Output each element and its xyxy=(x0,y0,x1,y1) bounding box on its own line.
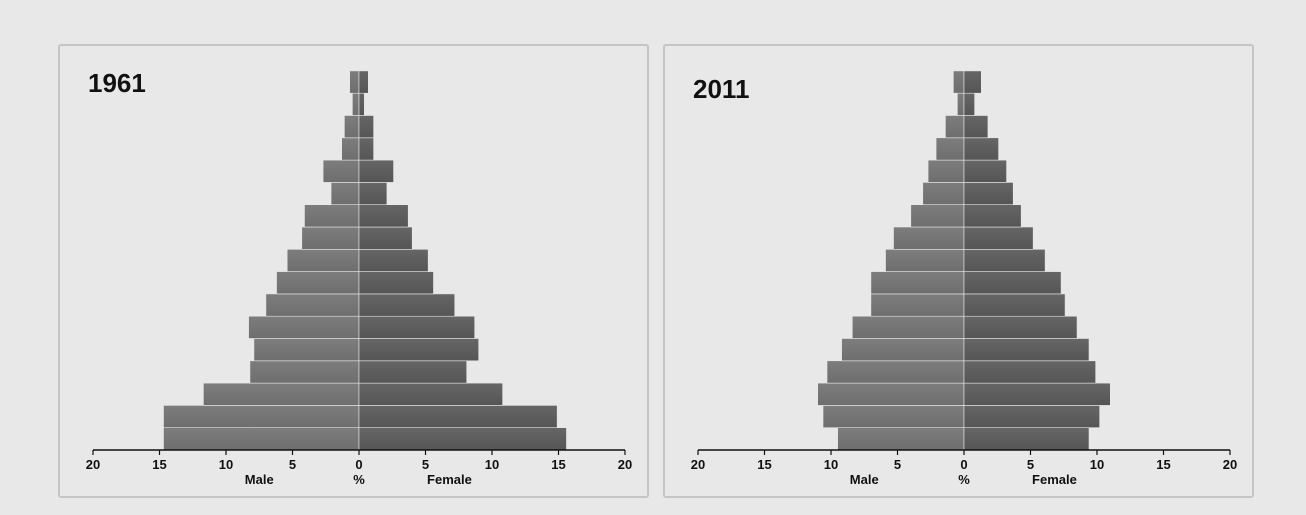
bar-male-age-group-11 xyxy=(922,182,965,205)
x-tick-label: 20 xyxy=(618,457,632,472)
bar-male-age-group-13 xyxy=(341,137,360,161)
bar-female-age-group-4 xyxy=(963,338,1090,362)
bar-male-age-group-0 xyxy=(837,427,965,451)
bar-male-age-group-6 xyxy=(265,293,360,317)
bar-female-age-group-16 xyxy=(358,70,369,94)
bar-female-age-group-10 xyxy=(963,204,1022,228)
bar-female-age-group-12 xyxy=(358,159,394,183)
x-axis-label-male: Male xyxy=(245,472,274,487)
pyramid-panel-2011: 20 15 10 5 0 5 10 15 20 Male% Female 2011 xyxy=(663,44,1254,498)
bar-female-age-group-0 xyxy=(358,427,567,451)
bar-male-age-group-14 xyxy=(945,115,965,139)
bar-female-age-group-7 xyxy=(963,271,1062,295)
bar-male-age-group-4 xyxy=(841,338,965,362)
bar-male-age-group-3 xyxy=(249,360,360,384)
bar-male-age-group-0 xyxy=(163,427,360,451)
bar-male-age-group-11 xyxy=(330,182,360,205)
x-tick-label: 20 xyxy=(1223,457,1237,472)
x-tick-label: 10 xyxy=(1090,457,1104,472)
bar-female-age-group-5 xyxy=(963,315,1078,339)
bar-female-age-group-12 xyxy=(963,159,1007,183)
x-tick-label: 15 xyxy=(1156,457,1170,472)
bar-female-age-group-15 xyxy=(358,92,365,116)
bar-male-age-group-12 xyxy=(322,159,360,183)
bar-female-age-group-14 xyxy=(963,115,989,139)
x-axis-label-female: Female xyxy=(427,472,472,487)
x-tick-label: 10 xyxy=(219,457,233,472)
x-axis-label-unit: % xyxy=(958,472,970,487)
x-tick-label: 20 xyxy=(691,457,705,472)
x-tick-label: 5 xyxy=(1027,457,1034,472)
bar-female-age-group-1 xyxy=(963,405,1100,428)
bar-male-age-group-8 xyxy=(286,249,360,272)
bar-female-age-group-11 xyxy=(358,182,388,205)
bar-male-age-group-9 xyxy=(301,226,360,250)
bar-male-age-group-7 xyxy=(870,271,965,295)
x-axis-label-unit: % xyxy=(353,472,365,487)
bar-male-age-group-6 xyxy=(870,293,965,317)
bar-male-age-group-13 xyxy=(935,137,965,161)
x-tick-label: 0 xyxy=(355,457,362,472)
bar-male-age-group-1 xyxy=(822,405,965,428)
bar-male-age-group-1 xyxy=(163,405,360,428)
bar-male-age-group-15 xyxy=(352,92,360,116)
chart-title: 1961 xyxy=(88,68,146,98)
bar-male-age-group-12 xyxy=(927,159,965,183)
bar-male-age-group-9 xyxy=(893,226,965,250)
bar-female-age-group-0 xyxy=(963,427,1090,451)
x-tick-label: 15 xyxy=(152,457,166,472)
bar-male-age-group-4 xyxy=(253,338,360,362)
bar-female-age-group-4 xyxy=(358,338,479,362)
bar-female-age-group-3 xyxy=(963,360,1096,384)
bar-male-age-group-2 xyxy=(817,382,965,406)
bar-male-age-group-3 xyxy=(826,360,965,384)
bar-female-age-group-8 xyxy=(963,249,1046,272)
bar-female-age-group-3 xyxy=(358,360,468,384)
bar-female-age-group-7 xyxy=(358,271,434,295)
bar-male-age-group-10 xyxy=(304,204,360,228)
bar-female-age-group-2 xyxy=(358,382,503,406)
x-tick-label: 15 xyxy=(551,457,565,472)
bar-male-age-group-16 xyxy=(953,70,965,94)
bar-male-age-group-8 xyxy=(885,249,965,272)
x-tick-label: 20 xyxy=(86,457,100,472)
x-axis-label-female: Female xyxy=(1032,472,1077,487)
bar-male-age-group-2 xyxy=(203,382,360,406)
bar-male-age-group-5 xyxy=(851,315,965,339)
bar-female-age-group-13 xyxy=(358,137,374,161)
x-tick-label: 10 xyxy=(485,457,499,472)
bar-female-age-group-10 xyxy=(358,204,409,228)
bar-female-age-group-8 xyxy=(358,249,429,272)
pyramid-chart-2011: 20 15 10 5 0 5 10 15 20 Male% Female xyxy=(691,70,1237,487)
x-tick-label: 5 xyxy=(422,457,429,472)
x-tick-label: 5 xyxy=(894,457,901,472)
pyramid-panel-1961: 20 15 10 5 0 5 10 15 20 Male% Female 1961 xyxy=(58,44,649,498)
x-axis-label-male: Male xyxy=(850,472,879,487)
bar-female-age-group-1 xyxy=(358,405,558,428)
bar-male-age-group-7 xyxy=(276,271,360,295)
bar-female-age-group-11 xyxy=(963,182,1014,205)
bar-female-age-group-16 xyxy=(963,70,982,94)
bar-female-age-group-13 xyxy=(963,137,999,161)
bar-male-age-group-10 xyxy=(910,204,965,228)
bar-female-age-group-15 xyxy=(963,92,975,116)
bar-female-age-group-9 xyxy=(358,226,413,250)
x-tick-label: 10 xyxy=(824,457,838,472)
pyramid-chart-1961: 20 15 10 5 0 5 10 15 20 Male% Female xyxy=(86,70,632,487)
x-tick-label: 0 xyxy=(960,457,967,472)
bar-female-age-group-2 xyxy=(963,382,1111,406)
bar-female-age-group-14 xyxy=(358,115,374,139)
bar-male-age-group-16 xyxy=(349,70,360,94)
bar-female-age-group-9 xyxy=(963,226,1034,250)
bar-male-age-group-15 xyxy=(957,92,965,116)
bar-male-age-group-14 xyxy=(344,115,360,139)
x-tick-label: 5 xyxy=(289,457,296,472)
bar-male-age-group-5 xyxy=(248,315,360,339)
bar-female-age-group-6 xyxy=(963,293,1066,317)
chart-title: 2011 xyxy=(693,74,750,104)
bar-female-age-group-6 xyxy=(358,293,456,317)
bar-female-age-group-5 xyxy=(358,315,476,339)
x-tick-label: 15 xyxy=(757,457,771,472)
